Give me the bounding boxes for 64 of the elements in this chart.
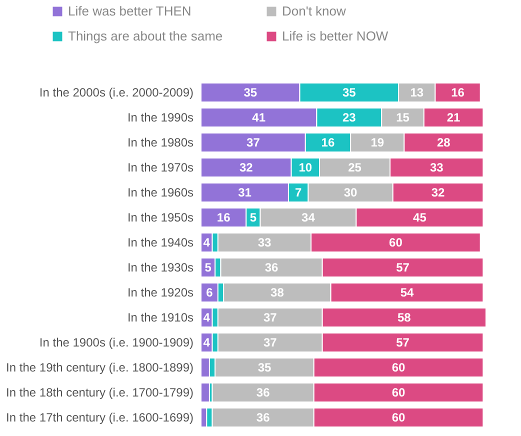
data-label: 32 [431, 186, 446, 200]
data-label: 35 [258, 360, 272, 374]
data-label: 10 [298, 160, 312, 174]
y-tick-label: In the 1950s [127, 210, 194, 224]
data-label: 60 [389, 236, 403, 250]
data-label: 13 [410, 86, 424, 100]
data-label: 23 [342, 110, 356, 124]
y-tick-label: In the 1980s [127, 136, 194, 150]
y-tick-label: In the 1990s [127, 110, 194, 124]
data-label: 35 [342, 86, 356, 100]
legend-label: Life is better NOW [282, 28, 389, 44]
data-label: 31 [238, 186, 252, 200]
data-label: 60 [392, 360, 406, 374]
data-label: 37 [263, 310, 278, 324]
data-label: 36 [256, 386, 270, 400]
data-label: 16 [321, 136, 335, 150]
data-label: 57 [396, 260, 410, 274]
data-label: 21 [446, 110, 461, 124]
data-label: 4 [203, 336, 210, 350]
data-label: 57 [396, 336, 410, 350]
data-label: 38 [270, 286, 284, 300]
legend-label: Things are about the same [68, 28, 223, 44]
y-tick-label: In the 1930s [127, 260, 194, 274]
data-label: 33 [430, 160, 444, 174]
data-label: 32 [239, 160, 254, 174]
y-tick-label: In the 1900s (i.e. 1900-1909) [39, 336, 194, 350]
data-label: 30 [344, 186, 358, 200]
y-tick-label: In the 1970s [127, 160, 194, 174]
legend-label: Life was better THEN [68, 4, 192, 19]
y-tick-label: In the 18th century (i.e. 1700-1799) [6, 386, 194, 400]
data-label: 41 [252, 110, 266, 124]
data-label: 19 [370, 136, 384, 150]
data-label: 60 [392, 410, 406, 424]
data-label: 6 [206, 286, 214, 300]
y-tick-label: In the 1940s [127, 236, 194, 250]
data-label: 58 [397, 310, 412, 324]
y-tick-label: In the 1920s [127, 286, 194, 300]
y-tick-label: In the 19th century (i.e. 1800-1899) [6, 360, 194, 374]
data-label: 25 [348, 160, 362, 174]
data-label: 37 [246, 136, 260, 150]
data-label: 36 [256, 410, 270, 424]
data-label: 45 [413, 210, 427, 224]
data-label: 35 [244, 86, 258, 100]
data-label: 4 [203, 310, 210, 324]
y-tick-label: In the 1960s [127, 186, 194, 200]
data-label: 54 [400, 286, 414, 300]
data-label: 37 [263, 336, 278, 350]
data-label: 5 [204, 260, 212, 274]
data-label: 28 [436, 136, 451, 150]
bar [200, 382, 210, 402]
data-label: 15 [396, 110, 410, 124]
data-label: 4 [203, 236, 210, 250]
data-label: 33 [258, 236, 272, 250]
data-label: 36 [264, 260, 279, 274]
data-label: 34 [302, 210, 316, 224]
data-label: 7 [295, 186, 302, 200]
y-tick-label: In the 2000s (i.e. 2000-2009) [39, 86, 194, 100]
legend-label: Don't know [282, 4, 347, 19]
data-label: 16 [216, 210, 231, 224]
y-tick-label: In the 1910s [127, 310, 194, 324]
data-label: 16 [451, 86, 465, 100]
data-label: 5 [250, 210, 257, 224]
y-tick-label: In the 17th century (i.e. 1600-1699) [6, 410, 194, 424]
data-label: 60 [392, 386, 406, 400]
